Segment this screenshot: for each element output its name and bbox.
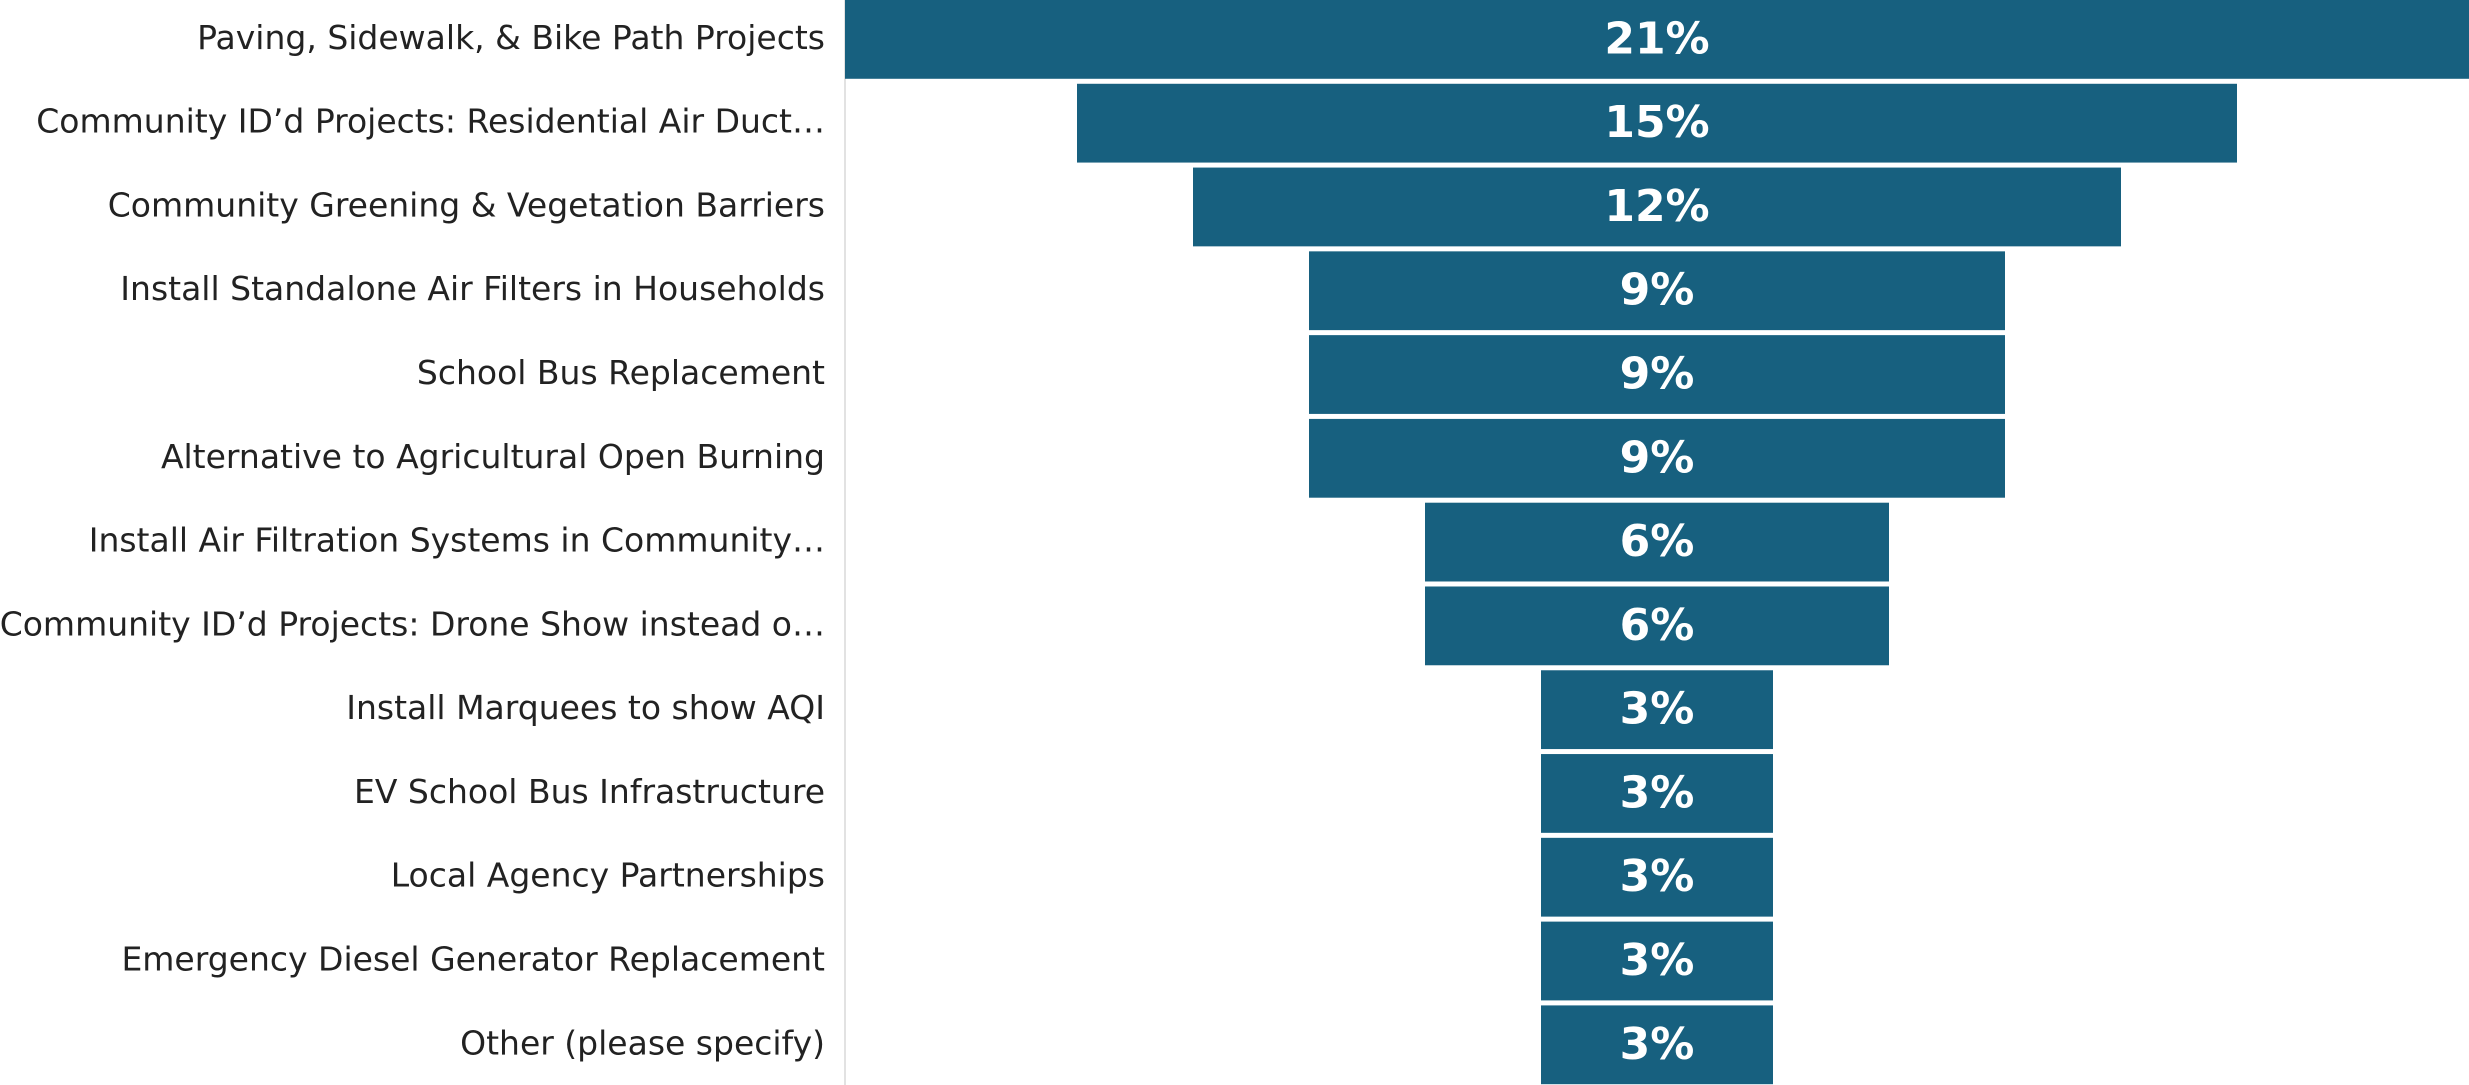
category-label: Install Marquees to show AQI [346, 688, 825, 727]
value-label: 12% [1604, 181, 1709, 232]
category-label: Alternative to Agricultural Open Burning [161, 437, 825, 476]
bar [1077, 83, 2237, 163]
value-label: 9% [1620, 349, 1695, 400]
value-label: 9% [1620, 432, 1695, 483]
category-label: Community ID’d Projects: Residential Air… [36, 102, 825, 141]
category-label: Community ID’d Projects: Drone Show inst… [0, 604, 825, 643]
value-label: 6% [1620, 600, 1695, 651]
value-label: 3% [1620, 851, 1695, 902]
category-label: School Bus Replacement [417, 353, 825, 392]
category-label: Community Greening & Vegetation Barriers [108, 185, 825, 224]
value-label: 3% [1620, 935, 1695, 986]
category-label: Local Agency Partnerships [391, 856, 825, 895]
bar [1541, 754, 1773, 833]
category-label: Emergency Diesel Generator Replacement [121, 940, 825, 979]
category-label: Install Air Filtration Systems in Commun… [89, 521, 825, 560]
bar [1541, 1005, 1773, 1085]
bar [1425, 502, 1889, 582]
bar [1541, 921, 1773, 1001]
bar [1541, 670, 1773, 750]
category-label: Other (please specify) [460, 1023, 825, 1062]
value-label: 3% [1620, 767, 1695, 818]
value-label: 9% [1620, 265, 1695, 316]
category-label: Paving, Sidewalk, & Bike Path Projects [197, 18, 825, 57]
category-label: EV School Bus Infrastructure [354, 772, 825, 811]
bar [845, 0, 2469, 79]
bar [1309, 251, 2005, 331]
bar [1425, 586, 1889, 666]
value-label: 21% [1604, 13, 1709, 64]
bar [1309, 335, 2005, 414]
value-label: 3% [1620, 1019, 1695, 1070]
value-label: 15% [1604, 97, 1709, 148]
bar [1193, 167, 2121, 247]
category-label: Install Standalone Air Filters in Househ… [120, 269, 825, 308]
value-label: 3% [1620, 684, 1695, 735]
bar [1309, 418, 2005, 498]
value-label: 6% [1620, 516, 1695, 567]
bar [1541, 837, 1773, 917]
